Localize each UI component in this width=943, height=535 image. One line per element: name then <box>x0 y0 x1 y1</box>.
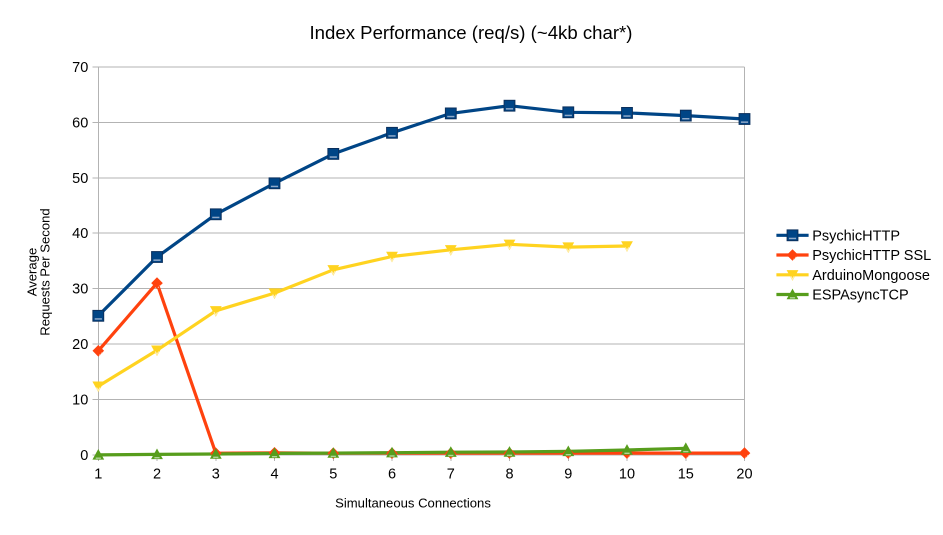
svg-text:50: 50 <box>72 171 88 187</box>
svg-text:10: 10 <box>72 393 88 409</box>
svg-text:5: 5 <box>329 467 337 483</box>
svg-text:Index Performance (req/s) (~4k: Index Performance (req/s) (~4kb char*) <box>310 22 633 43</box>
svg-text:PsychicHTTP: PsychicHTTP <box>812 228 900 244</box>
svg-text:8: 8 <box>505 467 513 483</box>
svg-text:20: 20 <box>72 337 88 353</box>
svg-text:ESPAsyncTCP: ESPAsyncTCP <box>812 288 908 304</box>
svg-text:70: 70 <box>72 60 88 76</box>
svg-text:60: 60 <box>72 115 88 131</box>
svg-text:1: 1 <box>94 467 102 483</box>
svg-text:4: 4 <box>270 467 278 483</box>
svg-text:Requests Per Second: Requests Per Second <box>38 208 53 335</box>
svg-text:6: 6 <box>388 467 396 483</box>
svg-text:PsychicHTTP SSL: PsychicHTTP SSL <box>812 248 931 264</box>
svg-text:15: 15 <box>678 467 694 483</box>
svg-text:Average: Average <box>25 248 40 297</box>
svg-text:ArduinoMongoose: ArduinoMongoose <box>812 268 930 284</box>
svg-text:7: 7 <box>447 467 455 483</box>
svg-text:2: 2 <box>153 467 161 483</box>
svg-text:30: 30 <box>72 282 88 298</box>
svg-text:9: 9 <box>564 467 572 483</box>
svg-text:10: 10 <box>619 467 635 483</box>
svg-text:Simultaneous Connections: Simultaneous Connections <box>335 496 491 511</box>
svg-text:0: 0 <box>80 448 88 464</box>
svg-text:3: 3 <box>212 467 220 483</box>
svg-text:40: 40 <box>72 226 88 242</box>
svg-text:20: 20 <box>736 467 752 483</box>
